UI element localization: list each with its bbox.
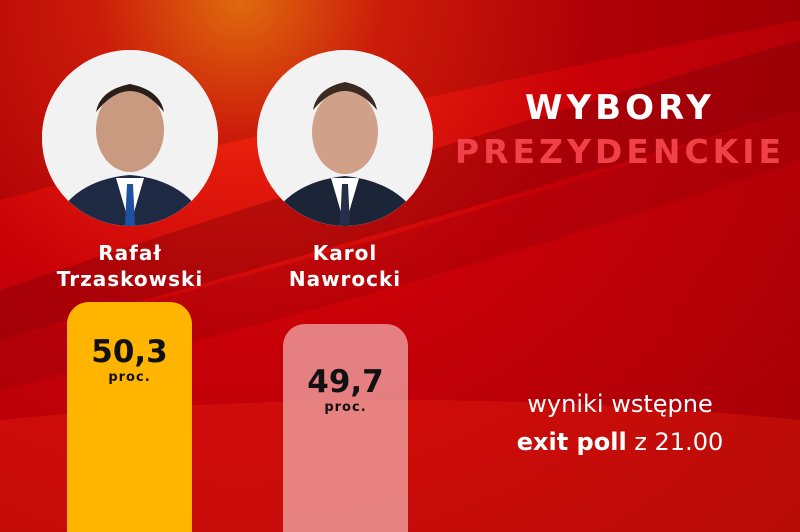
candidate-photo-nawrocki [257,50,433,226]
title-line2: PREZYDENCKIE [454,132,786,171]
candidate-photo-trzaskowski [42,50,218,226]
time-label: z 21.00 [634,428,724,456]
title-line1: WYBORY [525,88,715,128]
candidate-name-trzaskowski: Rafał Trzaskowski [30,240,230,292]
subtitle-line1: wyniki wstępne [527,390,713,418]
subtitle-line2: exit poll z 21.00 [440,428,800,456]
candidate-name-nawrocki: Karol Nawrocki [245,240,445,292]
first-name: Karol [312,241,378,265]
unit-label: proc. [324,400,367,415]
value-label: 50,3 [91,334,168,370]
unit-label: proc. [108,370,151,385]
last-name: Trzaskowski [56,267,204,291]
last-name: Nawrocki [288,267,402,291]
bar-trzaskowski: 50,3 proc. [67,302,192,532]
exit-poll-label: exit poll [516,428,627,456]
first-name: Rafał [98,241,162,265]
value-label: 49,7 [307,364,384,400]
bar-nawrocki: 49,7 proc. [283,324,408,532]
